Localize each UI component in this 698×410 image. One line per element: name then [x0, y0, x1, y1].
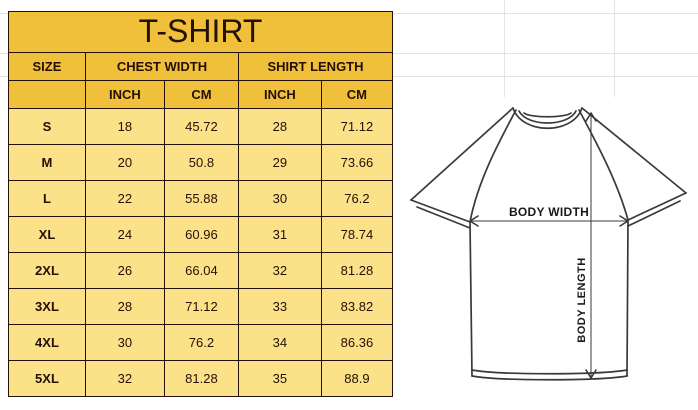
svg-text:BODY LENGTH: BODY LENGTH	[576, 257, 588, 342]
svg-text:BODY WIDTH: BODY WIDTH	[509, 205, 589, 219]
